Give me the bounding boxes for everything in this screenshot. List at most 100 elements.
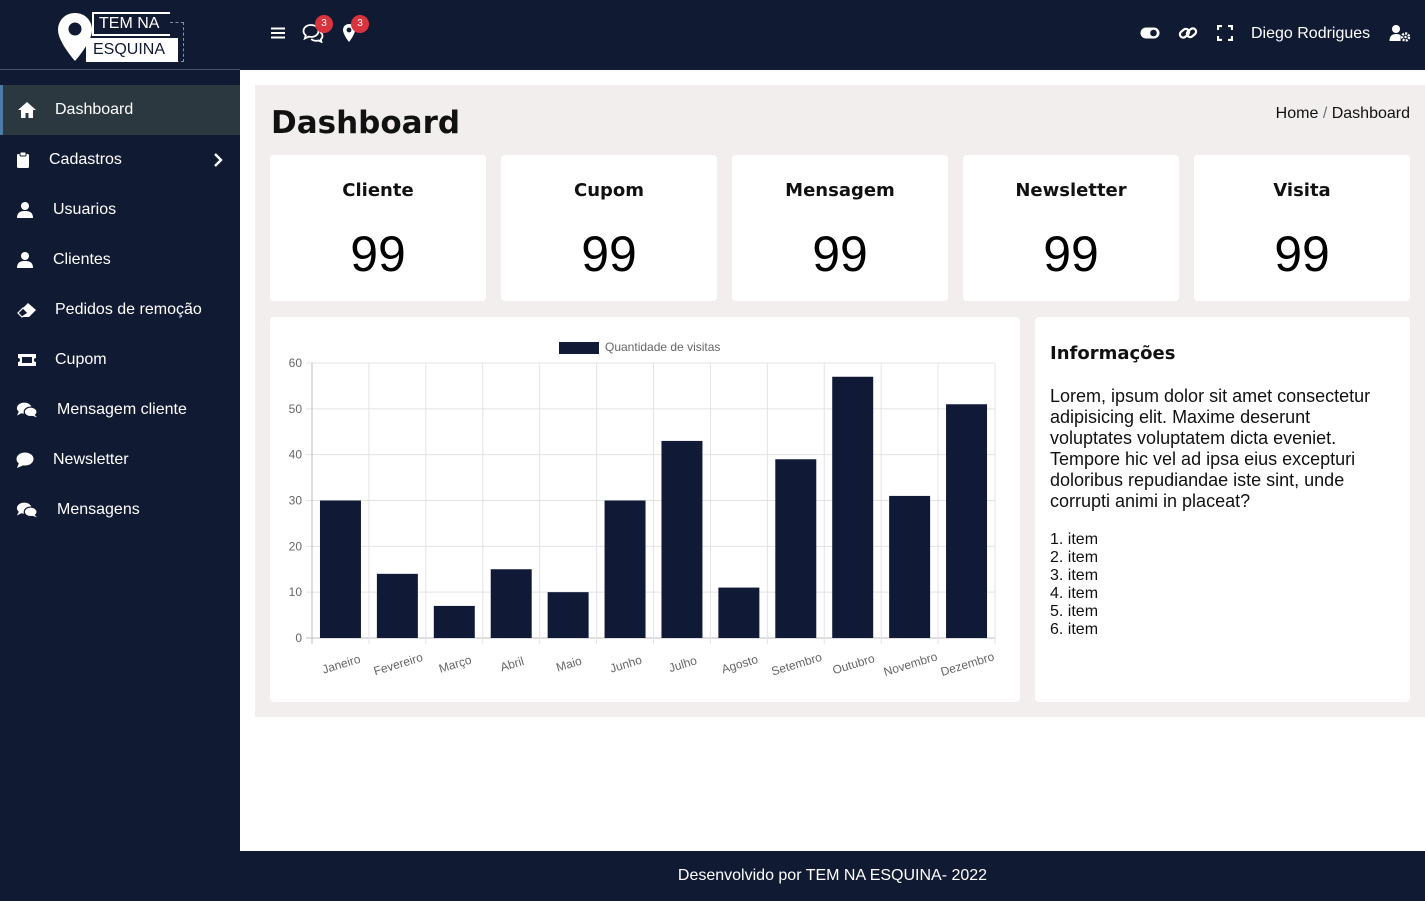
visits-chart-card: 0 10 20 30 40 50 60 Janeiro Fevereiro Março Abril M… (270, 317, 1020, 702)
y-tick-label: 60 (289, 356, 303, 370)
sidebar-item-label: Usuarios (53, 201, 117, 218)
sidebar-item-clientes[interactable]: Clientes (0, 235, 240, 285)
stat-value: 99 (812, 226, 868, 282)
breadcrumb-separator: / (1322, 105, 1328, 122)
x-tick-label: Maio (554, 654, 583, 675)
sidebar-item-dashboard[interactable]: Dashboard (0, 85, 240, 135)
top-navbar: 3 3 Diego Rodrigues (240, 0, 1425, 70)
menu-toggle-button[interactable] (267, 22, 289, 44)
messages-badge: 3 (315, 15, 333, 33)
stat-card-cupom: Cupom 99 (501, 155, 717, 301)
footer-text: Desenvolvido por TEM NA ESQUINA- 2022 (677, 867, 988, 884)
sidebar-item-label: Cadastros (49, 151, 122, 168)
sidebar-item-newsletter[interactable]: Newsletter (0, 435, 240, 485)
visits-bar-chart: 0 10 20 30 40 50 60 Janeiro Fevereiro Março Abril M… (289, 340, 997, 679)
stat-title: Cliente (342, 180, 414, 201)
info-list-number: 6. (1050, 621, 1068, 638)
stat-card-newsletter: Newsletter 99 (963, 155, 1179, 301)
stat-value: 99 (1274, 226, 1330, 282)
y-tick-label: 30 (289, 494, 303, 508)
locations-button[interactable]: 3 (338, 15, 369, 44)
sidebar-item-pedidos-remocao[interactable]: Pedidos de remoção (0, 285, 240, 335)
info-list-text: item (1067, 531, 1099, 548)
legend-swatch (559, 342, 599, 354)
locations-badge: 3 (351, 15, 369, 33)
sidebar-item-mensagem-cliente[interactable]: Mensagem cliente (0, 385, 240, 435)
stat-card-mensagem: Mensagem 99 (732, 155, 948, 301)
info-list-item: 3. item (1050, 567, 1098, 585)
info-list-text: item (1067, 585, 1099, 602)
user-icon (14, 200, 36, 220)
user-name[interactable]: Diego Rodrigues (1251, 25, 1371, 42)
breadcrumb-current: Dashboard (1331, 105, 1410, 122)
info-title: Informações (1050, 343, 1176, 364)
info-list-item: 6. item (1050, 621, 1098, 639)
bar-agosto (718, 587, 760, 638)
info-list-item: 4. item (1050, 585, 1098, 603)
user-settings-button[interactable] (1389, 22, 1411, 44)
info-list-number: 5. (1050, 603, 1068, 620)
y-tick-label: 40 (289, 448, 303, 462)
sidebar-item-label: Pedidos de remoção (55, 301, 202, 318)
sidebar-item-label: Newsletter (53, 451, 129, 468)
sidebar-item-cupom[interactable]: Cupom (0, 335, 240, 385)
main-content: Dashboard Home / Dashboard Cliente 99 Cu… (255, 85, 1425, 717)
messages-button[interactable]: 3 (302, 15, 333, 44)
theme-toggle-button[interactable] (1139, 22, 1161, 44)
breadcrumb: Home / Dashboard (1276, 105, 1410, 123)
expand-icon (1217, 25, 1233, 41)
x-tick-label: Outubro (831, 651, 877, 677)
page-title: Dashboard (271, 105, 461, 141)
x-tick-label: Junho (608, 653, 644, 676)
info-list-number: 3. (1050, 567, 1068, 584)
home-icon (16, 100, 38, 120)
brand-line-1: TEM NA (92, 12, 170, 36)
brand-logo[interactable]: TEM NA ESQUINA (0, 0, 240, 70)
sidebar-item-label: Dashboard (55, 101, 134, 118)
x-tick-label: Abril (499, 654, 526, 674)
bar-fevereiro (376, 573, 418, 638)
bar-janeiro (319, 500, 361, 638)
y-tick-label: 0 (295, 631, 302, 645)
x-tick-label: Julho (667, 653, 699, 675)
fullscreen-button[interactable] (1214, 22, 1236, 44)
info-list: 1. item 2. item 3. item 4. item 5. item 6. it… (1050, 531, 1098, 639)
info-list-number: 2. (1050, 549, 1068, 566)
toggle-icon (1140, 27, 1160, 39)
chevron-right-icon (214, 153, 223, 167)
comments-icon (16, 500, 38, 520)
info-list-number: 4. (1050, 585, 1068, 602)
info-list-text: item (1067, 567, 1099, 584)
info-list-item: 2. item (1050, 549, 1098, 567)
ticket-icon (16, 350, 38, 370)
info-list-item: 1. item (1050, 531, 1098, 549)
map-pin-icon (58, 13, 92, 61)
user-cog-icon (1389, 25, 1411, 42)
x-tick-label: Março (437, 653, 473, 676)
sidebar-nav: Dashboard Cadastros Usuarios Clientes (0, 85, 240, 535)
y-tick-label: 20 (289, 539, 303, 553)
x-tick-label: Agosto (720, 652, 760, 676)
bar-outubro (832, 376, 874, 638)
sidebar-item-label: Mensagens (57, 501, 140, 518)
x-tick-label: Novembro (882, 649, 939, 679)
stat-title: Newsletter (1015, 180, 1127, 201)
eraser-icon (16, 300, 38, 320)
info-list-number: 1. (1050, 531, 1068, 548)
sidebar-item-usuarios[interactable]: Usuarios (0, 185, 240, 235)
stat-title: Mensagem (785, 180, 895, 201)
sidebar-item-label: Mensagem cliente (57, 401, 187, 418)
bar-junho (604, 500, 646, 638)
bar-julho (661, 440, 703, 638)
sidebar-item-cadastros[interactable]: Cadastros (0, 135, 240, 185)
comments-icon (16, 400, 38, 420)
breadcrumb-home-link[interactable]: Home (1275, 105, 1319, 122)
bar-dezembro (946, 404, 988, 638)
x-tick-label: Fevereiro (372, 650, 425, 678)
bar-março (433, 605, 475, 638)
y-tick-label: 10 (289, 585, 303, 599)
sidebar-item-mensagens[interactable]: Mensagens (0, 485, 240, 535)
links-button[interactable] (1177, 22, 1199, 44)
user-icon (14, 250, 36, 270)
sidebar-item-label: Cupom (55, 351, 107, 368)
